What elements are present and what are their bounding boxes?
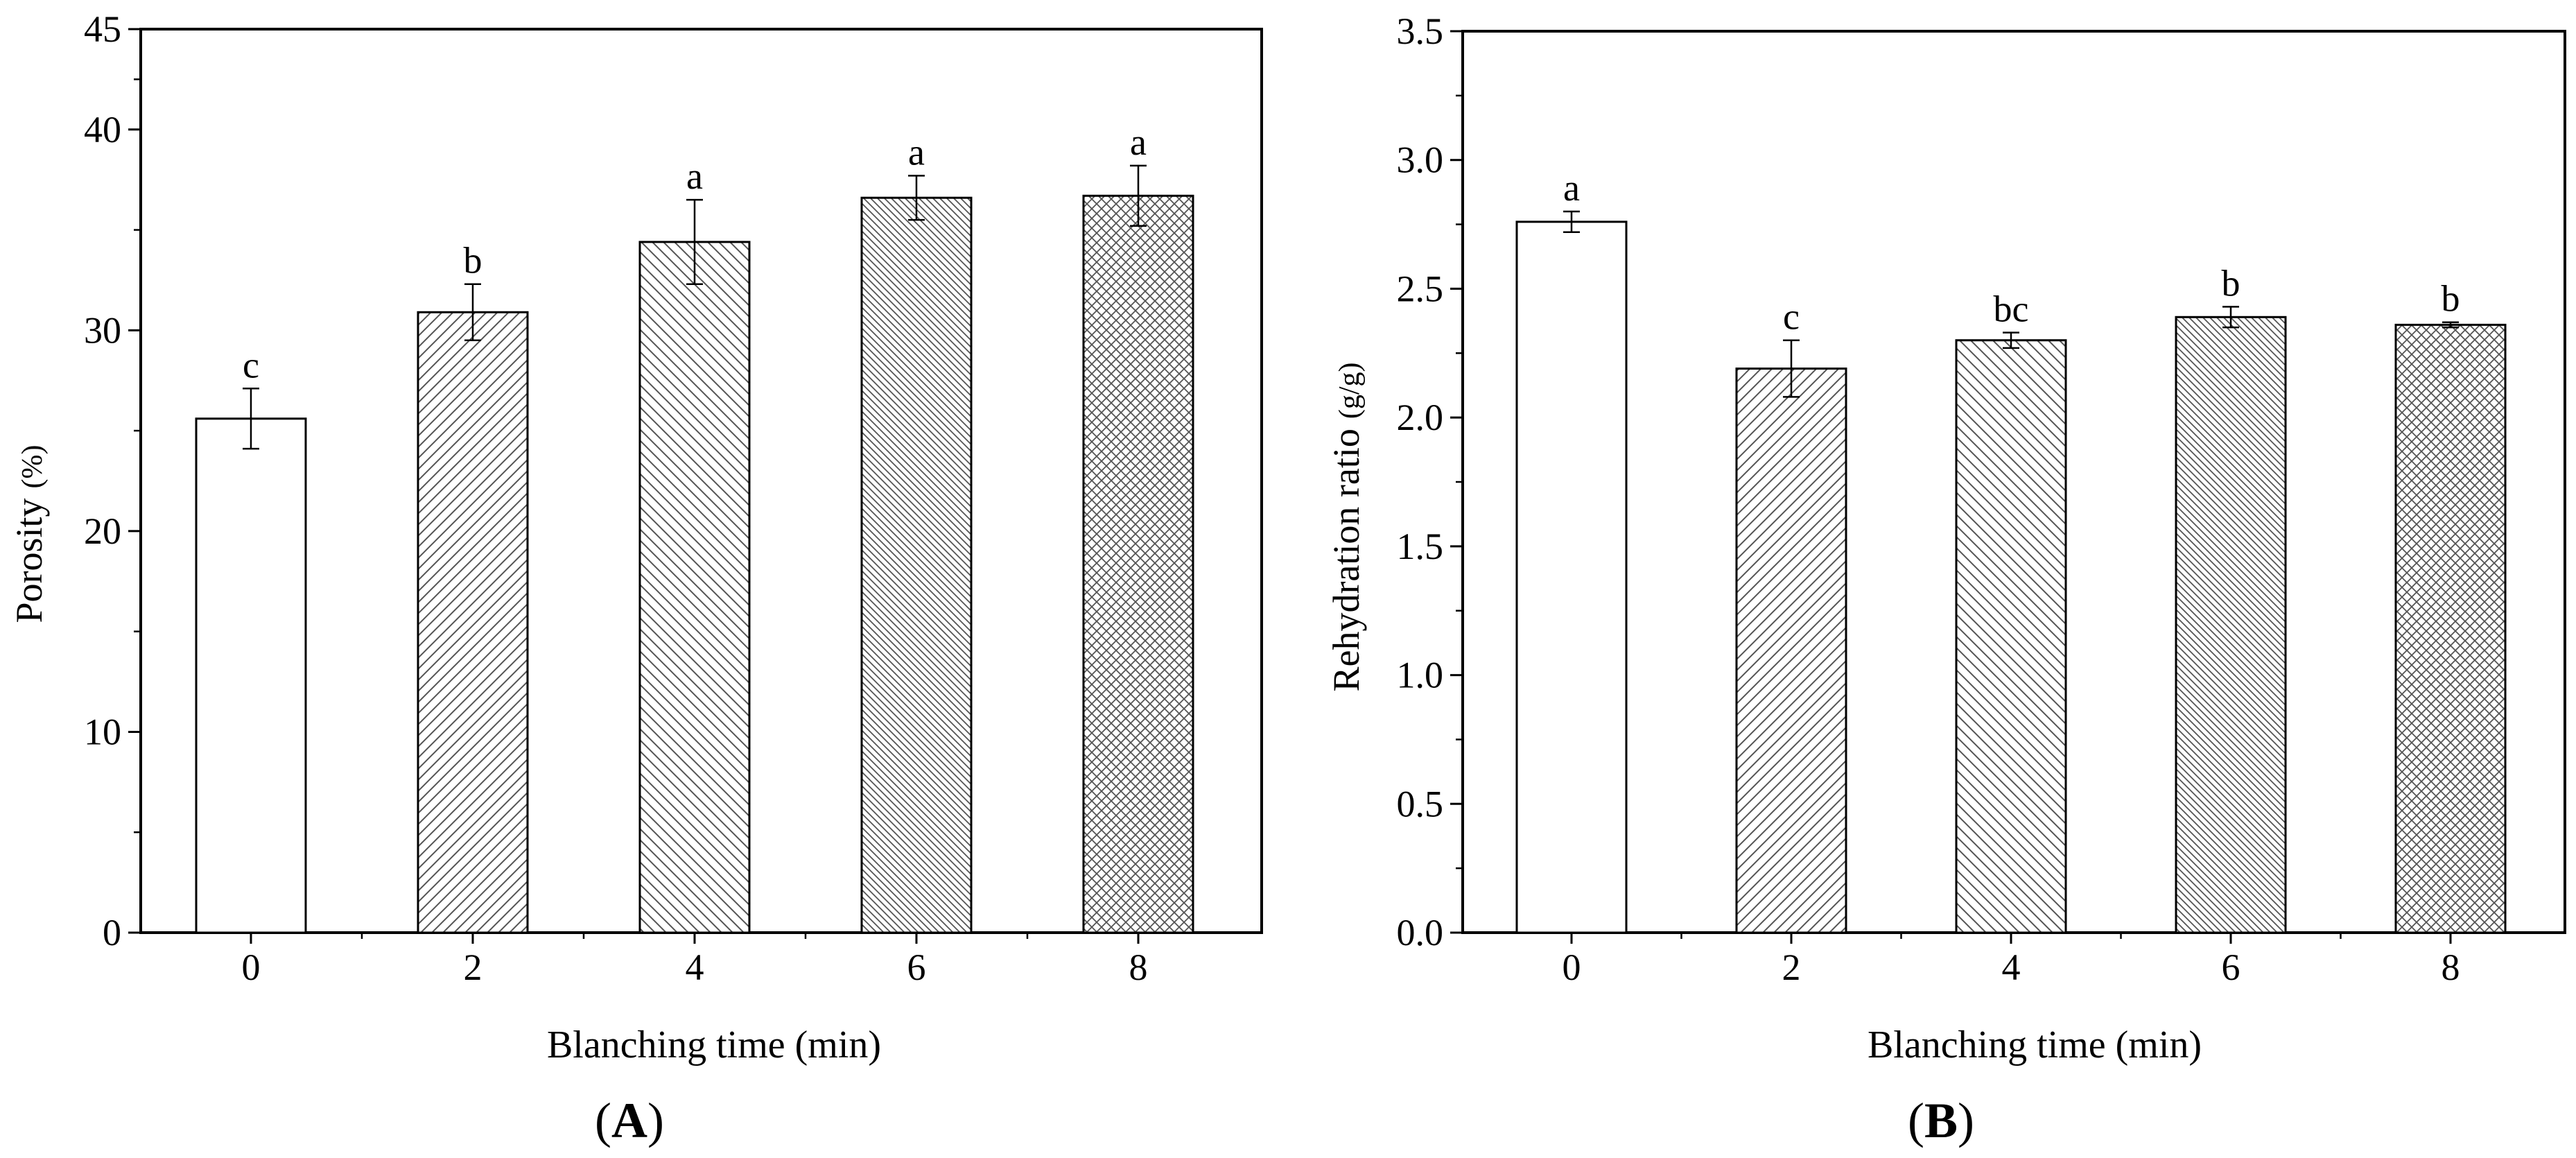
y-axis-label-unit: (g/g) [1334,362,1366,419]
y-tick-label: 2.0 [1397,397,1444,438]
x-axis-label: Blanching time (min) [547,1023,881,1066]
y-tick-label: 0.5 [1397,783,1444,824]
y-tick-label: 45 [84,8,121,50]
x-tick-label: 8 [1129,947,1148,988]
x-tick-label: 0 [242,947,261,988]
y-axis-label: Rehydration ratio (g/g) [1325,362,1367,691]
significance-letter: a [908,131,925,173]
panel-letter: B [1924,1093,1958,1148]
significance-letter: bc [1994,288,2029,330]
significance-letter: b [2222,262,2240,304]
x-tick-label: 4 [2002,947,2021,988]
y-tick-label: 20 [84,510,121,552]
y-tick-label: 0.0 [1397,912,1444,953]
y-tick-label: 40 [84,109,121,150]
bar [860,196,973,934]
bar [195,417,307,934]
bar [2394,323,2507,934]
x-tick-label: 6 [2222,947,2240,988]
y-axis-label-main: Porosity [8,498,50,623]
panel-letter: A [611,1093,647,1148]
x-tick-label: 0 [1563,947,1581,988]
y-tick-label: 3.0 [1397,139,1444,181]
significance-letter: a [686,155,703,197]
chart-panel-b: Rehydration ratio (g/g) Blanching time (m… [1325,10,2566,1148]
bar [638,241,751,934]
bar [1515,221,1628,934]
significance-letter: c [243,344,259,386]
panel-label: (A) [595,1093,664,1148]
y-tick-label: 10 [84,711,121,752]
bar [1082,194,1194,934]
x-tick-label: 4 [686,947,704,988]
bar [1735,368,1847,934]
y-axis-label-main: Rehydration ratio [1325,429,1367,691]
bar [2175,316,2287,934]
y-axis-label-unit: (%) [17,444,49,488]
bar [417,311,529,934]
x-tick-label: 6 [907,947,926,988]
x-tick-label: 2 [1782,947,1801,988]
y-tick-label: 0 [103,912,121,953]
x-tick-label: 2 [464,947,482,988]
y-tick-label: 1.5 [1397,526,1444,567]
significance-letter: c [1783,296,1800,338]
x-tick-label: 8 [2442,947,2460,988]
y-tick-label: 3.5 [1397,10,1444,52]
chart-panel-a: Porosity (%) Blanching time (min) (A) c 0 b… [8,8,1263,1148]
x-axis-label: Blanching time (min) [1868,1023,2202,1066]
significance-letter: a [1130,121,1147,163]
bar [1955,339,2067,934]
significance-letter: b [464,240,482,282]
y-tick-label: 1.0 [1397,655,1444,696]
y-tick-label: 30 [84,309,121,351]
significance-letter: b [2442,278,2460,320]
y-axis-label: Porosity (%) [8,444,50,623]
y-tick-label: 2.5 [1397,268,1444,309]
significance-letter: a [1563,167,1580,209]
panel-label: (B) [1908,1093,1974,1148]
